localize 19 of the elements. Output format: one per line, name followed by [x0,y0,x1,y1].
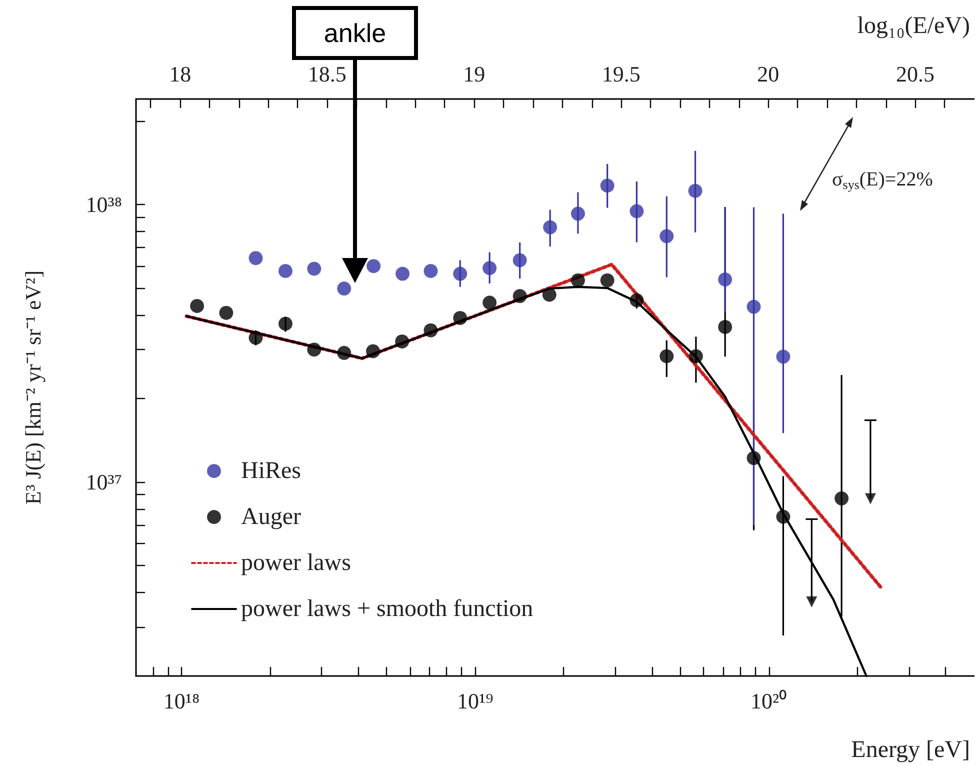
x-tick-label: 10¹⁹ [456,688,494,714]
x2-tick-label: 18.5 [308,62,346,86]
x2-tick-label: 20.5 [896,62,934,86]
x-tick-label: 10²⁰ [750,688,788,714]
x-axis-title: Energy [eV] [851,737,970,763]
x2-tick-label: 18 [169,62,192,86]
text: ankle [324,18,386,48]
legend-label: power laws + smooth function [241,596,534,622]
x2-tick-label: 19 [463,62,486,86]
x2-axis-title: log₁₀(E/eV) [857,13,970,39]
x-tick-label: 10¹⁸ [163,688,200,714]
y-tick-label: 10³⁷ [86,470,122,495]
legend-label: power laws [241,550,351,576]
y-tick-label: 10³⁸ [86,192,122,218]
legend-label: HiRes [241,458,301,484]
x2-tick-label: 20 [757,62,780,86]
y-axis-title: E³ J(E) [km⁻² yr⁻¹ sr⁻¹ eV²] [20,270,46,505]
x2-tick-label: 19.5 [602,62,640,86]
legend-label: Auger [241,504,301,530]
